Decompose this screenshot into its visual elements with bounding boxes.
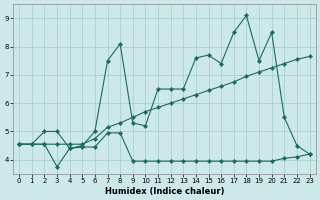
X-axis label: Humidex (Indice chaleur): Humidex (Indice chaleur): [105, 187, 224, 196]
